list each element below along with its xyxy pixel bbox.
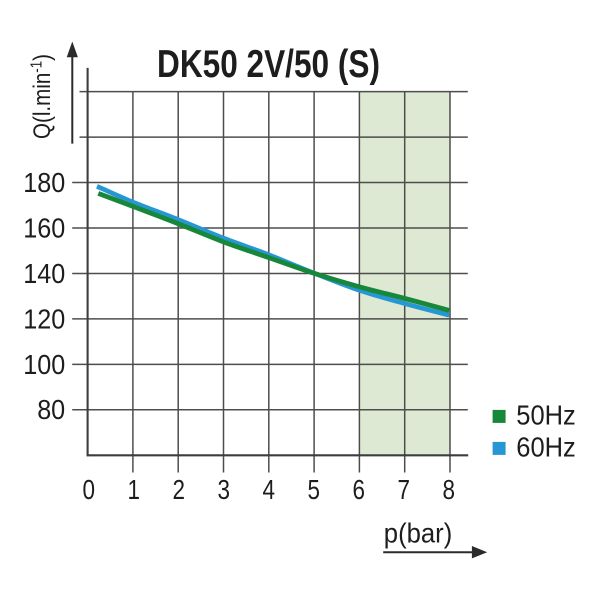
svg-text:3: 3: [218, 474, 231, 505]
svg-text:2: 2: [173, 474, 186, 505]
svg-text:4: 4: [263, 474, 276, 505]
svg-text:8: 8: [443, 474, 456, 505]
svg-text:80: 80: [37, 394, 65, 425]
svg-text:0: 0: [83, 474, 96, 505]
svg-text:p(bar): p(bar): [384, 518, 453, 549]
svg-text:120: 120: [23, 303, 65, 334]
svg-text:140: 140: [23, 258, 65, 289]
svg-text:180: 180: [23, 167, 65, 198]
svg-text:DK50 2V/50 (S): DK50 2V/50 (S): [157, 43, 380, 86]
svg-text:7: 7: [398, 474, 411, 505]
svg-text:160: 160: [23, 212, 65, 243]
svg-text:1: 1: [128, 474, 141, 505]
svg-text:5: 5: [308, 474, 321, 505]
svg-text:60Hz: 60Hz: [516, 431, 576, 462]
svg-text:100: 100: [23, 349, 65, 380]
svg-text:50Hz: 50Hz: [516, 400, 576, 431]
svg-text:6: 6: [353, 474, 366, 505]
